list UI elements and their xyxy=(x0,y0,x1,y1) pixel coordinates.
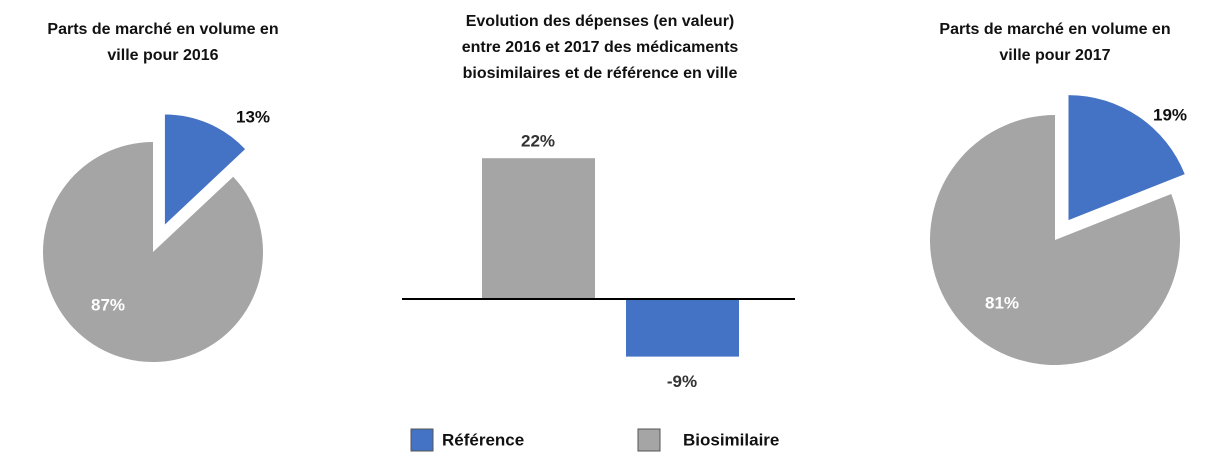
chart-title: biosimilaires et de référence en ville xyxy=(463,65,738,82)
value-label: 22% xyxy=(521,132,555,151)
chart-title: entre 2016 et 2017 des médicaments xyxy=(462,39,739,56)
chart-title: ville pour 2016 xyxy=(107,47,218,64)
chart-title: Parts de marché en volume en xyxy=(47,21,278,38)
value-label: -9% xyxy=(667,372,697,391)
legend-swatch xyxy=(637,428,661,452)
value-label: 19% xyxy=(1153,105,1187,124)
chart-title: Parts de marché en volume en xyxy=(939,21,1170,38)
value-label: 87% xyxy=(91,295,125,314)
chart-title: ville pour 2017 xyxy=(999,47,1110,64)
legend-label: Biosimilaire xyxy=(683,430,779,449)
legend-label: Référence xyxy=(442,430,524,449)
pie-slice xyxy=(164,114,246,225)
pie-slice xyxy=(43,142,264,362)
legend-swatch xyxy=(410,428,434,452)
chart-title: Evolution des dépenses (en valeur) xyxy=(466,13,735,30)
pie-slice xyxy=(1068,95,1185,221)
pie-slice xyxy=(929,115,1180,366)
value-label: 81% xyxy=(985,293,1019,312)
bar xyxy=(626,299,739,357)
value-label: 13% xyxy=(236,107,270,126)
bar xyxy=(482,158,595,299)
